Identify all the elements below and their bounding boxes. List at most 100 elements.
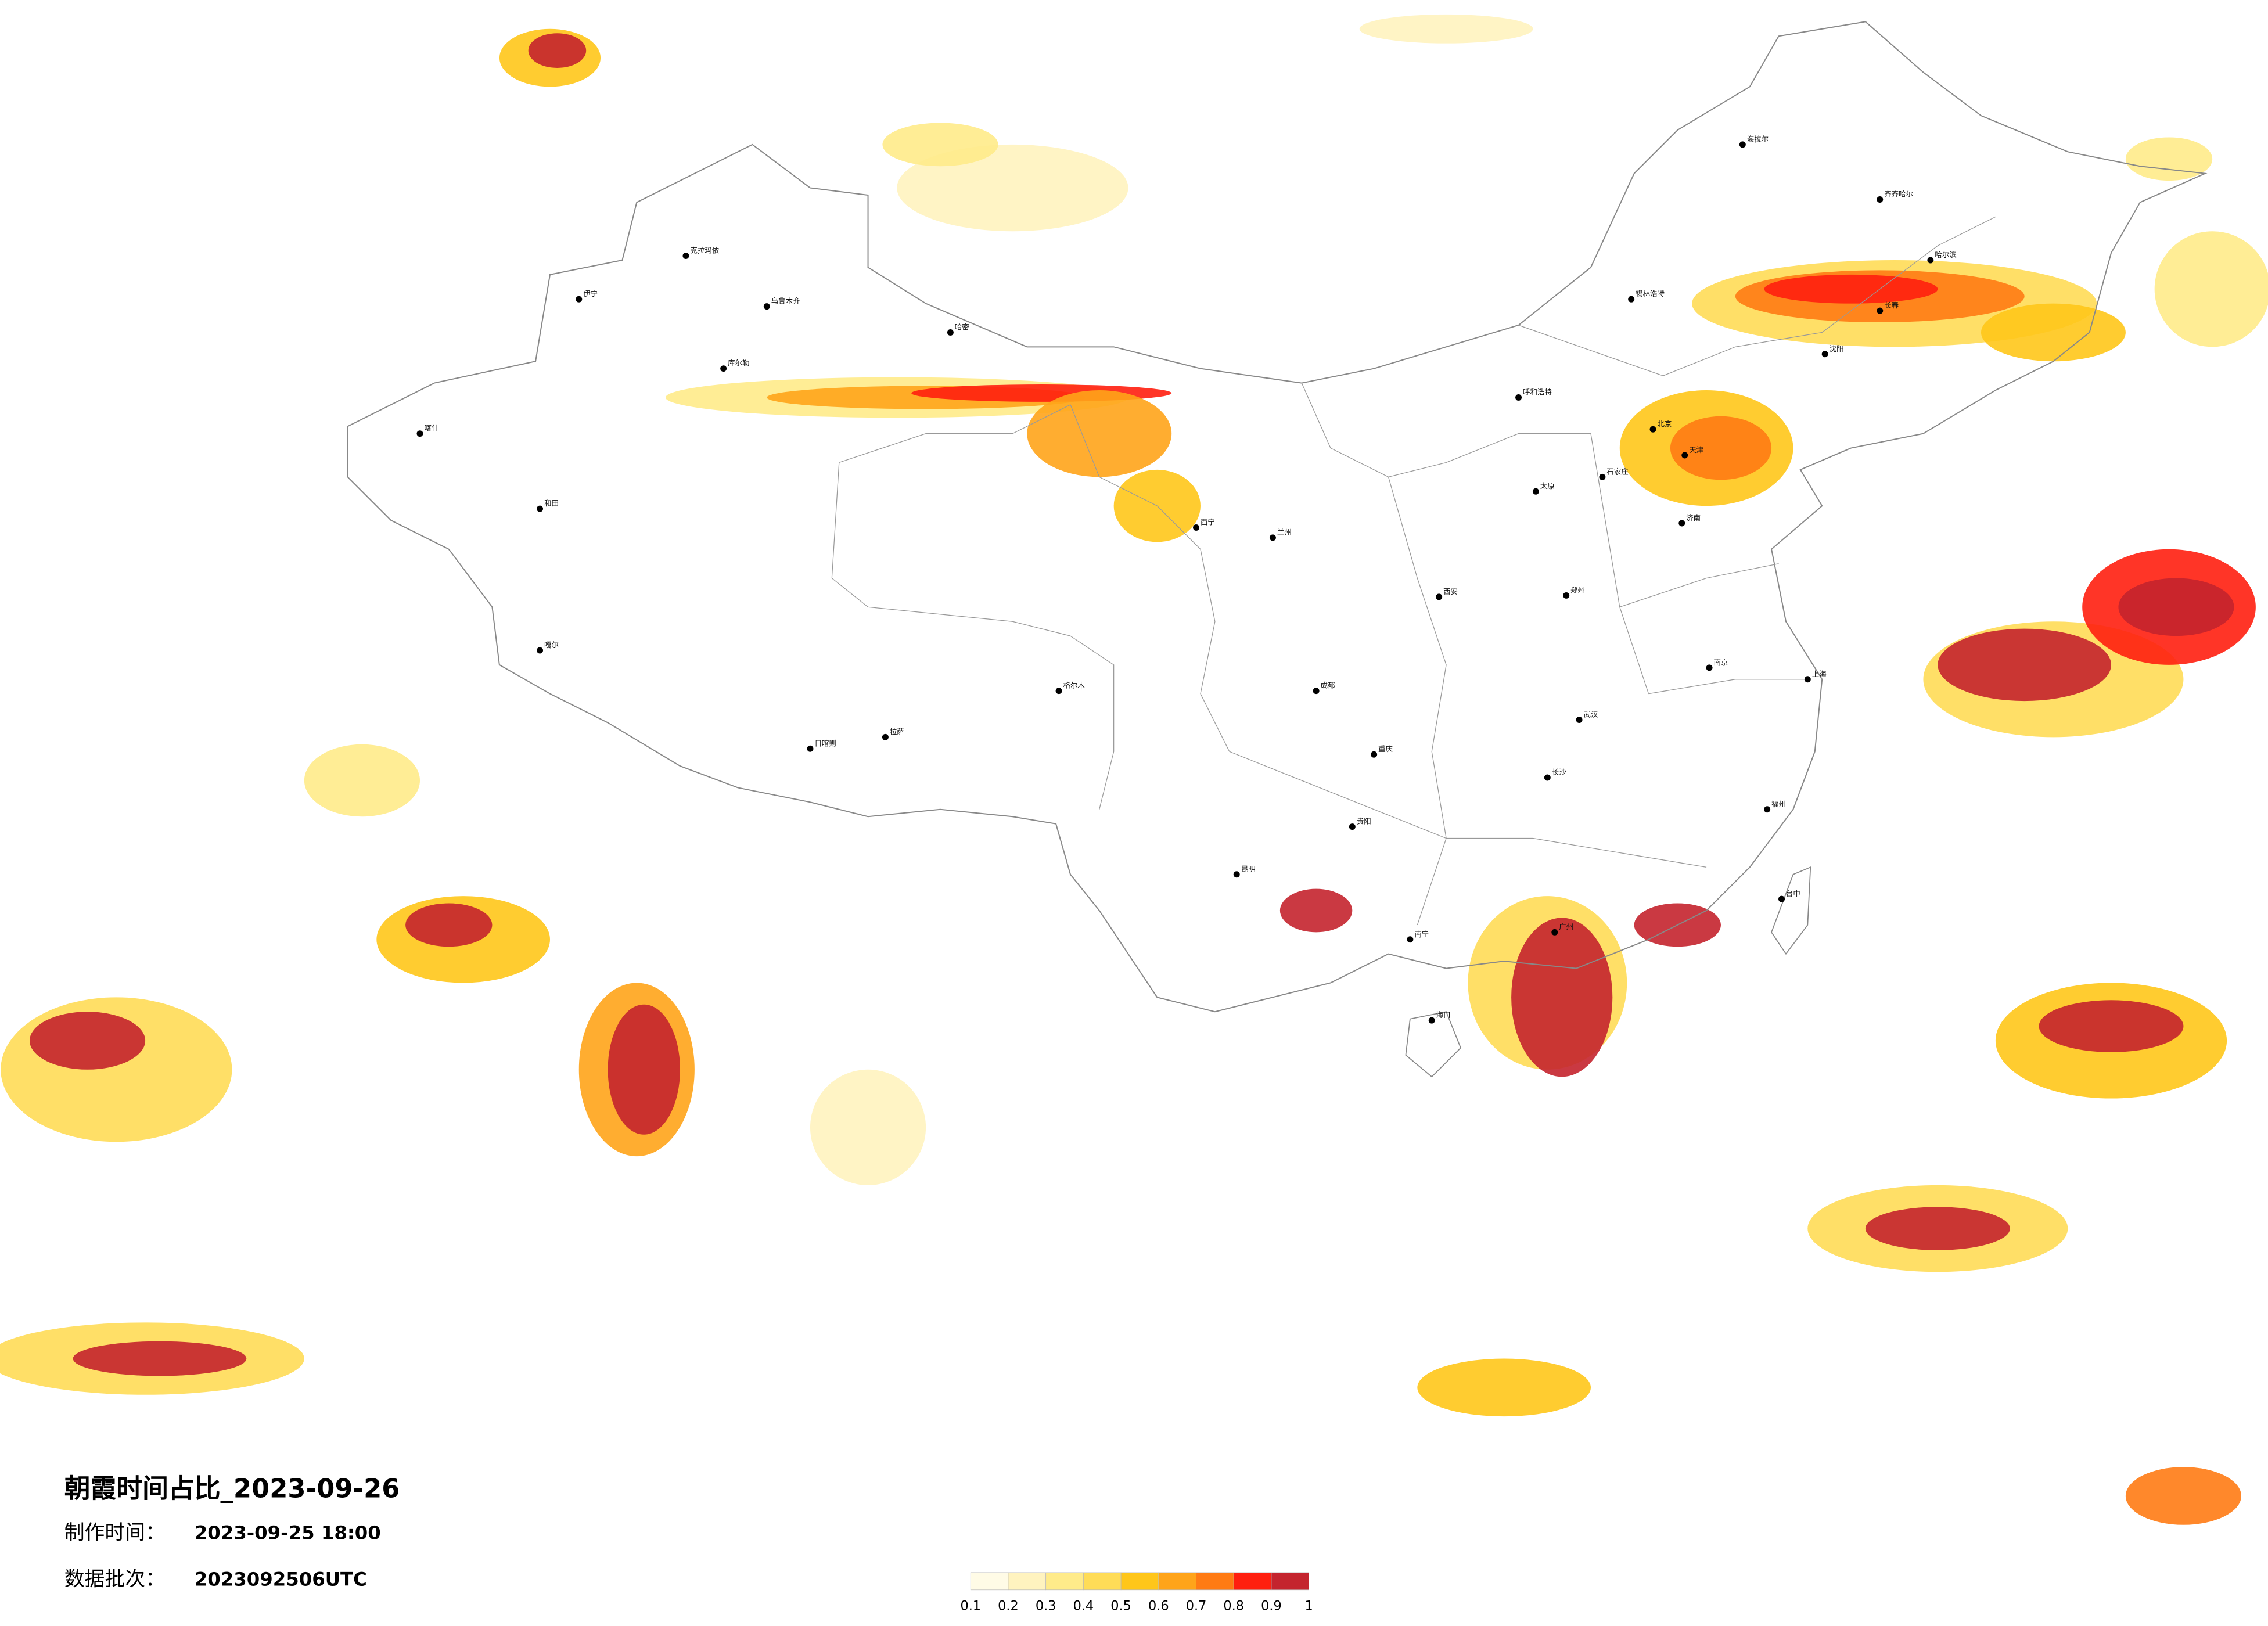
city-label: 石家庄 bbox=[1606, 467, 1628, 476]
city-label: 长春 bbox=[1884, 301, 1899, 310]
city-label: 克拉玛依 bbox=[690, 246, 719, 255]
glow-patch bbox=[1359, 14, 1533, 44]
city-label: 海口 bbox=[1436, 1010, 1451, 1019]
colorbar-tick-label: 0.7 bbox=[1186, 1599, 1207, 1614]
colorbar-tick-label: 0.5 bbox=[1110, 1599, 1131, 1614]
city-dot bbox=[1877, 196, 1884, 203]
city-label: 日喀则 bbox=[814, 739, 836, 747]
country-outline bbox=[347, 21, 2208, 1013]
glow-patch bbox=[2118, 578, 2234, 636]
colorbar-tick-label: 0.8 bbox=[1223, 1599, 1244, 1614]
taiwan-island bbox=[1771, 866, 1811, 955]
glow-patch bbox=[897, 144, 1128, 232]
glow-patch bbox=[1279, 888, 1353, 933]
city-dot bbox=[1778, 895, 1785, 902]
city-label: 伊宁 bbox=[583, 289, 598, 298]
colorbar-tick-label: 0.1 bbox=[960, 1599, 981, 1614]
city-label: 福州 bbox=[1771, 800, 1786, 808]
glow-patch bbox=[1417, 1358, 1591, 1417]
city-label: 兰州 bbox=[1277, 528, 1292, 537]
city-dot bbox=[537, 505, 544, 512]
city-dot bbox=[1649, 426, 1656, 433]
batch-value: 2023092506UTC bbox=[195, 1568, 367, 1590]
colorbar-bin bbox=[970, 1572, 1009, 1591]
colorbar-bin bbox=[1158, 1572, 1196, 1591]
city-dot bbox=[1436, 593, 1443, 600]
glow-patch bbox=[608, 1004, 680, 1135]
glow-patch bbox=[882, 123, 998, 167]
colorbar-tick-label: 0.2 bbox=[998, 1599, 1019, 1614]
city-dot bbox=[1532, 488, 1539, 495]
glow-patch bbox=[1865, 1207, 2010, 1250]
city-dot bbox=[1544, 774, 1551, 781]
city-label: 拉萨 bbox=[890, 727, 904, 736]
city-label: 昆明 bbox=[1241, 865, 1256, 873]
province-borders bbox=[831, 216, 1996, 926]
city-label: 库尔勒 bbox=[728, 359, 749, 368]
city-label: 武汉 bbox=[1584, 710, 1598, 718]
colorbar-tick-label: 0.6 bbox=[1148, 1599, 1169, 1614]
colorbar: 0.1 0.2 0.3 0.4 0.5 0.6 0.7 0.8 0.9 1 bbox=[960, 1572, 1313, 1614]
colorbar-tick-label: 1 bbox=[1305, 1599, 1313, 1614]
city-label: 南京 bbox=[1714, 658, 1728, 667]
colorbar-bin bbox=[1271, 1572, 1310, 1591]
city-label: 北京 bbox=[1657, 419, 1672, 428]
colorbar-tick-label: 0.3 bbox=[1036, 1599, 1056, 1614]
city-label: 沈阳 bbox=[1830, 344, 1844, 353]
city-label: 重庆 bbox=[1378, 744, 1393, 753]
city-label: 贵阳 bbox=[1357, 817, 1371, 826]
city-dot bbox=[1821, 351, 1828, 358]
city-label: 济南 bbox=[1686, 513, 1701, 522]
glow-patch bbox=[73, 1341, 247, 1376]
city-label: 台中 bbox=[1786, 889, 1800, 898]
map-title: 朝霞时间占比_2023-09-26 bbox=[64, 1473, 400, 1503]
glow-patch bbox=[2125, 1467, 2241, 1525]
city-label: 乌鲁木齐 bbox=[771, 297, 800, 305]
city-label: 太原 bbox=[1540, 481, 1555, 490]
city-dot bbox=[1563, 592, 1570, 599]
city-dot bbox=[1877, 307, 1884, 314]
city-label: 郑州 bbox=[1570, 585, 1585, 594]
city-dot bbox=[1313, 688, 1320, 695]
city-label: 和田 bbox=[544, 499, 559, 508]
city-dot bbox=[1681, 452, 1688, 459]
glow-patch bbox=[2125, 137, 2213, 181]
glow-patch bbox=[810, 1069, 926, 1185]
city-dot bbox=[1706, 664, 1713, 671]
city-dot bbox=[1233, 871, 1240, 878]
colorbar-bin bbox=[1120, 1572, 1159, 1591]
glow-patch bbox=[304, 744, 420, 817]
glow-patch bbox=[2039, 1000, 2184, 1052]
glow-patch bbox=[1511, 918, 1613, 1077]
colorbar-bin bbox=[1045, 1572, 1084, 1591]
city-dot bbox=[537, 647, 544, 654]
city-dot bbox=[807, 745, 814, 752]
colorbar-bin bbox=[1083, 1572, 1122, 1591]
city-dot bbox=[1927, 257, 1934, 264]
city-dot bbox=[1576, 716, 1583, 723]
city-label: 嘎尔 bbox=[544, 641, 559, 649]
city-dot bbox=[1428, 1017, 1435, 1024]
colorbar-tick-label: 0.9 bbox=[1261, 1599, 1282, 1614]
city-dot bbox=[1269, 534, 1276, 541]
glow-patch bbox=[2154, 231, 2268, 347]
city-label: 成都 bbox=[1321, 681, 1335, 690]
city-label: 天津 bbox=[1689, 445, 1703, 454]
batch-label: 数据批次： bbox=[64, 1567, 166, 1591]
city-dot bbox=[1678, 520, 1685, 527]
city-dot bbox=[947, 329, 954, 336]
glow-patch bbox=[1764, 274, 1938, 304]
glow-patch bbox=[405, 903, 493, 947]
city-dot bbox=[1055, 688, 1062, 695]
glow-patch bbox=[29, 1012, 146, 1070]
city-label: 哈密 bbox=[955, 322, 969, 331]
city-dot bbox=[1407, 936, 1414, 943]
city-dot bbox=[1764, 806, 1771, 813]
city-label: 上海 bbox=[1812, 670, 1827, 678]
city-label: 长沙 bbox=[1552, 768, 1566, 776]
city-dot bbox=[1804, 676, 1811, 683]
city-dot bbox=[1371, 751, 1378, 758]
city-dot bbox=[882, 733, 889, 740]
